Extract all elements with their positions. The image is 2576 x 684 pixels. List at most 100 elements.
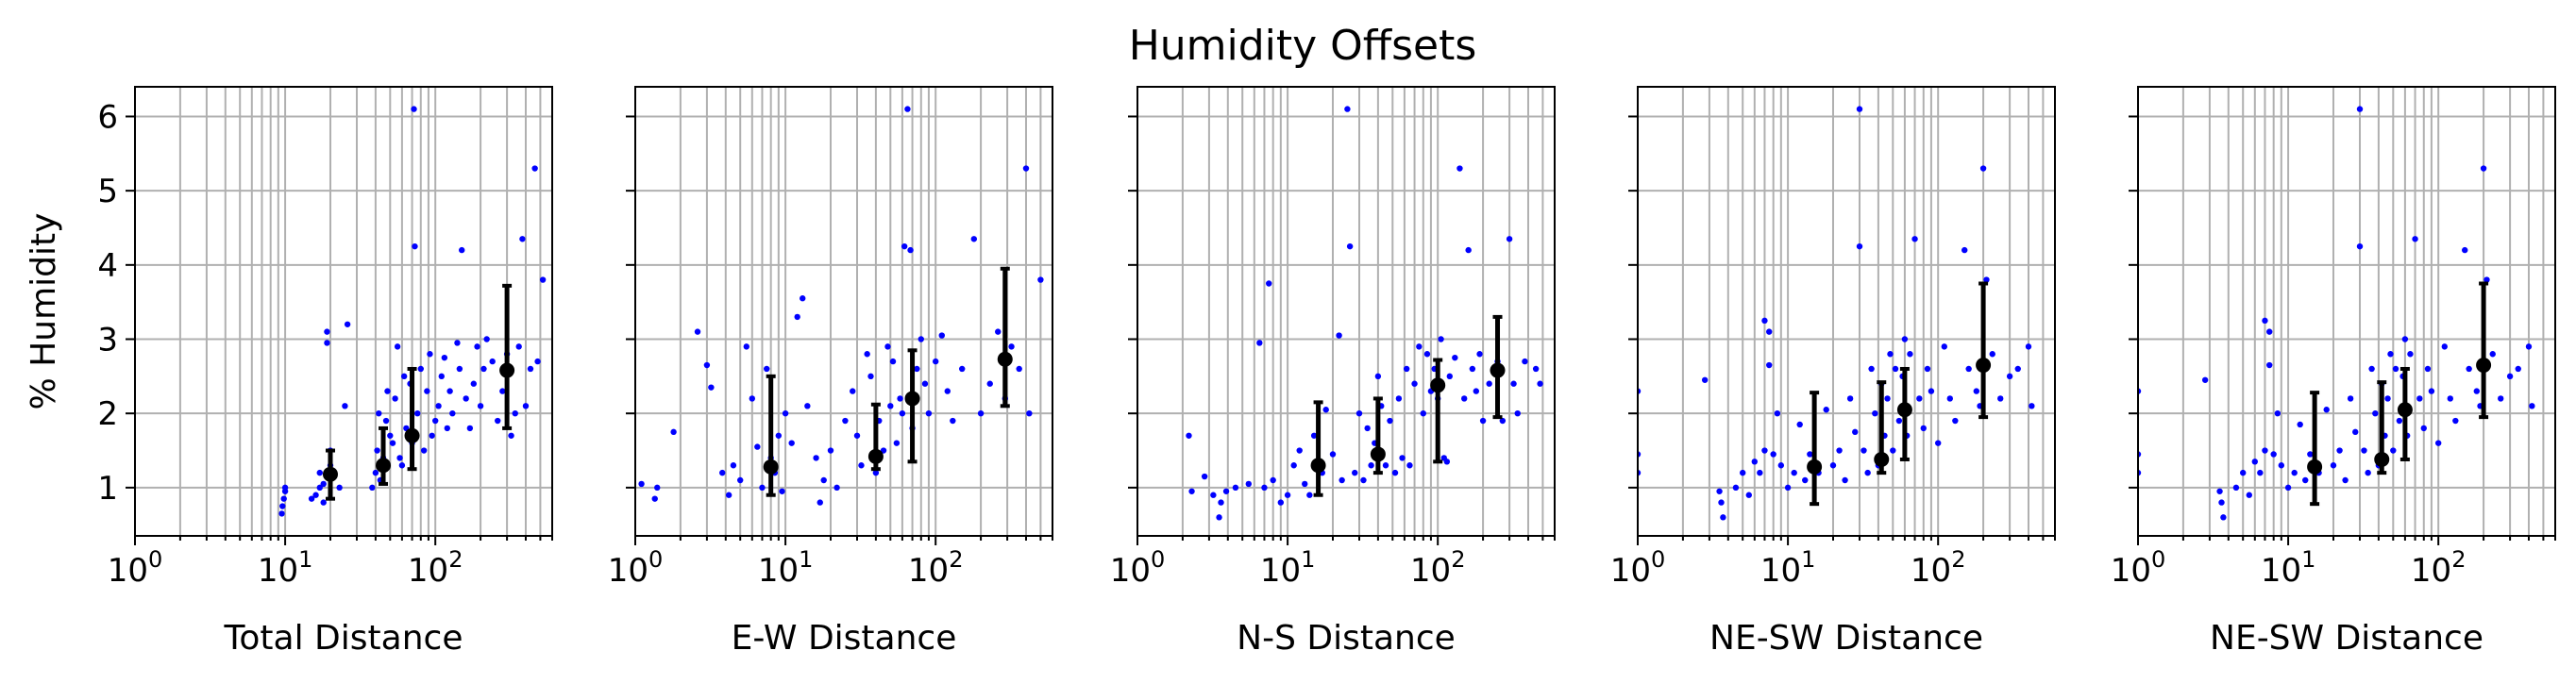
axes-frame <box>1637 86 2056 537</box>
x-tick-label: 100 <box>108 546 163 590</box>
data-point <box>1532 365 1540 373</box>
data-point <box>1329 451 1337 458</box>
data-point <box>1360 476 1367 484</box>
data-point <box>2428 388 2435 394</box>
data-point <box>1368 462 1374 469</box>
data-point <box>1406 462 1413 469</box>
data-point <box>2407 351 2414 358</box>
data-point <box>539 276 547 283</box>
data-point <box>1302 480 1308 488</box>
data-point <box>477 403 484 409</box>
data-point <box>1416 343 1423 350</box>
errorbar-mean <box>2397 402 2413 418</box>
data-point <box>1256 340 1263 346</box>
data-point <box>1979 165 1987 172</box>
data-point <box>441 354 448 361</box>
data-point <box>1346 242 1354 250</box>
data-point <box>1499 417 1507 425</box>
data-point <box>2251 459 2259 465</box>
data-point <box>1716 488 1723 494</box>
errorbar-mean <box>2307 459 2323 475</box>
data-point <box>2342 476 2349 484</box>
data-point <box>2216 488 2223 494</box>
data-point <box>1901 336 1909 342</box>
x-ticks: 100 101 102 <box>1610 536 2056 590</box>
grid <box>1638 87 2055 536</box>
data-point <box>316 484 323 492</box>
data-point <box>396 455 403 461</box>
data-point <box>1884 395 1891 402</box>
errorbar <box>2476 281 2492 420</box>
data-point <box>887 403 894 409</box>
data-point <box>1352 469 1358 476</box>
errorbar <box>1370 396 1386 475</box>
data-point <box>459 246 465 254</box>
data-point <box>374 447 380 454</box>
data-point <box>1216 514 1222 521</box>
data-point <box>1022 165 1030 172</box>
errorbar-mean <box>763 459 779 475</box>
x-tick-label: 100 <box>1110 546 1166 590</box>
data-point <box>2525 343 2533 350</box>
y-ticks: 1 2 3 4 5 6 <box>97 98 135 508</box>
data-point <box>1510 380 1517 387</box>
data-point <box>2240 469 2247 476</box>
data-point <box>1761 447 1768 454</box>
data-point <box>804 403 811 409</box>
x-tick-label: 102 <box>1410 546 1466 590</box>
data-point <box>1016 365 1022 373</box>
data-point <box>2473 388 2481 394</box>
data-point <box>938 332 945 339</box>
data-point <box>1245 480 1252 488</box>
data-point <box>2424 365 2432 373</box>
x-tick-label: 101 <box>2261 546 2316 590</box>
data-point <box>1989 351 1995 358</box>
errorbar <box>376 425 392 486</box>
data-point <box>1486 380 1492 387</box>
x-axis-label: N-S Distance <box>1237 619 1456 658</box>
data-point <box>833 484 840 492</box>
data-point <box>2352 428 2359 436</box>
scatter-series <box>638 106 1044 506</box>
errorbar <box>404 366 420 472</box>
data-point <box>1701 376 1709 383</box>
data-point <box>1852 428 1859 436</box>
data-point <box>2387 351 2394 358</box>
subplot-2: 100 101 102 E-W Distance <box>608 86 1053 658</box>
data-point <box>308 495 315 502</box>
data-point <box>2029 403 2035 409</box>
errorbar <box>1976 281 1992 420</box>
data-point <box>880 447 887 454</box>
data-point <box>480 365 487 373</box>
data-point <box>522 403 530 409</box>
data-point <box>1218 499 1224 506</box>
data-point <box>435 403 442 409</box>
data-point <box>820 476 827 484</box>
data-point <box>2201 376 2209 383</box>
data-point <box>1965 365 1972 373</box>
data-point <box>1277 499 1285 506</box>
data-point <box>1026 409 1033 417</box>
errorbar-mean <box>1310 458 1326 474</box>
data-point <box>1355 409 1363 417</box>
data-point <box>2392 365 2399 373</box>
x-tick-label: 100 <box>608 546 664 590</box>
data-point <box>1895 417 1903 425</box>
data-point <box>466 425 474 432</box>
data-point <box>2014 365 2021 373</box>
data-point <box>2218 499 2225 506</box>
data-point <box>342 403 348 409</box>
data-point <box>2441 343 2448 350</box>
data-point <box>417 365 424 373</box>
data-point <box>858 462 865 469</box>
data-point <box>281 484 289 492</box>
data-point <box>670 428 677 436</box>
data-point <box>2462 246 2468 254</box>
data-point <box>1892 365 1899 373</box>
data-point <box>2278 462 2285 469</box>
x-tick-label: 100 <box>2111 546 2166 590</box>
errorbar <box>1430 358 1446 464</box>
data-point <box>1807 451 1813 458</box>
errorbar-mean <box>904 391 920 407</box>
data-point <box>1344 106 1351 112</box>
